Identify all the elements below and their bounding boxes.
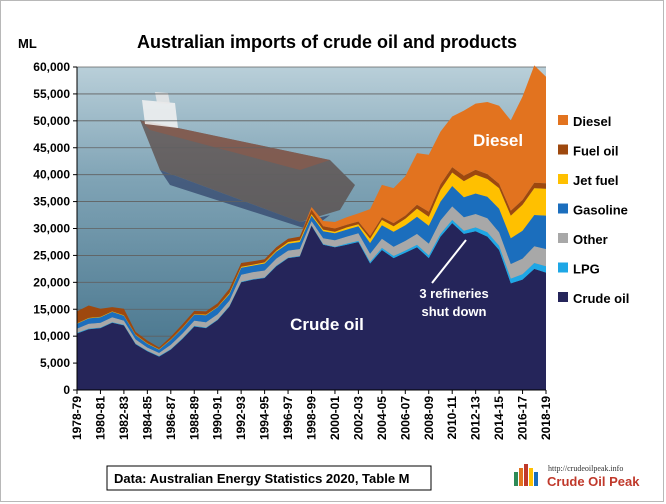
area-gasoline [77, 186, 546, 353]
area-jet-fuel [77, 172, 546, 350]
stacked-areas [77, 65, 546, 390]
refineries-annotation-line2: shut down [422, 304, 487, 319]
y-tick-label: 5,000 [40, 356, 70, 370]
legend-label: Other [573, 232, 608, 247]
legend-swatch [558, 144, 568, 155]
x-tick-label: 1992-93 [234, 396, 248, 440]
x-tick-label: 2008-09 [422, 396, 436, 440]
y-tick-label: 20,000 [33, 275, 70, 289]
x-tick-label: 1988-89 [187, 396, 201, 440]
chart-title: Australian imports of crude oil and prod… [137, 32, 517, 52]
x-tick-label: 2002-03 [351, 396, 365, 440]
legend-label: Crude oil [573, 291, 629, 306]
y-tick-label: 15,000 [33, 302, 70, 316]
x-tick-label: 2012-13 [469, 396, 483, 440]
logo-name: Crude Oil Peak [547, 474, 640, 489]
logo-bar [529, 468, 533, 486]
legend-label: Fuel oil [573, 144, 619, 159]
y-tick-label: 30,000 [33, 222, 70, 236]
y-tick-label: 55,000 [33, 87, 70, 101]
x-tick-label: 1982-83 [117, 396, 131, 440]
x-tick-label: 1994-95 [258, 396, 272, 440]
x-tick-label: 2000-01 [328, 396, 342, 440]
x-tick-label: 2010-11 [445, 396, 459, 440]
legend-label: Gasoline [573, 203, 628, 218]
y-tick-label: 25,000 [33, 248, 70, 262]
crude-oil-peak-logo: http://crudeoilpeak.info Crude Oil Peak [514, 464, 640, 489]
y-tick-label: 60,000 [33, 60, 70, 74]
area-other [77, 206, 546, 357]
area-crude-oil [77, 223, 546, 390]
y-tick-label: 40,000 [33, 168, 70, 182]
refineries-annotation-line1: 3 refineries [419, 286, 488, 301]
x-tick-label: 2016-17 [516, 396, 530, 440]
legend-label: LPG [573, 262, 600, 277]
diesel-annotation: Diesel [473, 131, 523, 150]
legend-label: Jet fuel [573, 173, 619, 188]
legend-swatch [558, 174, 568, 184]
legend: Diesel Fuel oil Jet fuel Gasoline Other LPG Cr… [558, 114, 629, 306]
legend-swatch [558, 262, 568, 273]
logo-url: http://crudeoilpeak.info [548, 464, 623, 473]
legend-swatch [558, 292, 568, 302]
x-axis-ticks: 1978-79 1980-81 1982-83 1984-85 1986-87 1988-… [70, 390, 553, 440]
x-tick-label: 2014-15 [492, 396, 506, 440]
legend-label: Diesel [573, 114, 611, 129]
refineries-arrow [431, 239, 467, 284]
x-tick-label: 2018-19 [539, 396, 553, 440]
y-tick-label: 45,000 [33, 141, 70, 155]
crude-oil-annotation: Crude oil [290, 315, 364, 334]
x-tick-label: 1986-87 [164, 396, 178, 440]
logo-bar [514, 472, 518, 486]
logo-bar [519, 468, 523, 486]
source-box [106, 465, 432, 491]
y-tick-label: 35,000 [33, 195, 70, 209]
x-tick-label: 2004-05 [375, 396, 389, 440]
x-tick-label: 2006-07 [398, 396, 412, 440]
y-tick-label: 50,000 [33, 114, 70, 128]
logo-bar [534, 472, 538, 486]
y-tick-label: 0 [63, 383, 70, 397]
x-tick-label: 1984-85 [140, 396, 154, 440]
legend-swatch [558, 203, 568, 214]
y-axis-ticks: 0 5,000 10,000 15,000 20,000 25,000 30,000 35,0… [33, 60, 77, 397]
x-tick-label: 1998-99 [305, 396, 319, 440]
y-tick-label: 10,000 [33, 329, 70, 343]
x-tick-label: 1980-81 [93, 396, 107, 440]
x-tick-label: 1996-97 [281, 396, 295, 440]
legend-swatch [558, 115, 568, 125]
y-unit-label: ML [18, 36, 37, 51]
source-note: Data: Australian Energy Statistics 2020,… [114, 471, 410, 486]
logo-bar [524, 464, 528, 486]
x-tick-label: 1978-79 [70, 396, 84, 440]
legend-swatch [558, 233, 568, 243]
area-fuel-oil [77, 167, 546, 350]
x-tick-label: 1990-91 [211, 396, 225, 440]
